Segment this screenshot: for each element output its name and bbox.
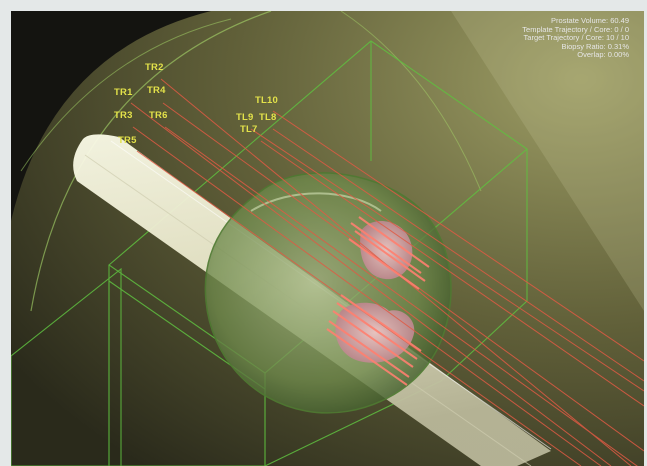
trajectory-tl8 <box>272 128 644 382</box>
cone-arc-right <box>340 11 482 192</box>
cone-arc-outer <box>30 11 272 312</box>
label-tr4: TR4 <box>147 85 166 96</box>
label-tr5: TR5 <box>118 135 137 146</box>
cone-bright-wedge <box>451 11 644 311</box>
prostate-volume <box>204 172 452 414</box>
target-trajectory-text: Target Trajectory / Core: 10 / 10 <box>523 33 629 43</box>
trajectory-tl10 <box>272 110 644 362</box>
label-tr2: TR2 <box>145 62 164 73</box>
prostate-volume-text: Prostate Volume: 60.49 <box>551 16 629 25</box>
biopsy-cores-lower <box>326 294 422 386</box>
prostate-highlight <box>250 192 382 212</box>
label-tl9: TL9 <box>236 112 254 123</box>
label-tr3: TR3 <box>114 110 133 121</box>
label-tl7: TL7 <box>240 124 258 135</box>
lesion-upper <box>360 221 413 280</box>
label-tr6: TR6 <box>149 110 168 121</box>
prostate-3d-scene[interactable] <box>11 11 644 466</box>
template-trajectory-text: Template Trajectory / Core: 0 / 0 <box>522 24 629 34</box>
trajectory-tr1 <box>130 102 612 466</box>
info-panel: Prostate Volume: 60.49 Template Trajecto… <box>522 16 629 60</box>
trajectory-tr6 <box>164 126 638 466</box>
trajectory-tl7 <box>260 140 644 407</box>
overlap-text: Overlap: 0.00% <box>577 50 629 60</box>
viewport-3d[interactable]: TR2 TR1 TR4 TR3 TR6 TR5 TL10 TL9 TL8 TL7… <box>11 11 644 466</box>
biopsy-cores-upper <box>348 216 430 290</box>
label-tl10: TL10 <box>255 95 278 106</box>
label-tl8: TL8 <box>259 112 277 123</box>
trajectory-tl9 <box>250 128 644 392</box>
trajectory-tr3 <box>132 126 602 466</box>
biopsy-ratio-text: Biopsy Ratio: 0.31% <box>561 41 629 51</box>
label-tr1: TR1 <box>114 87 133 98</box>
cone-arc-inner <box>20 18 232 172</box>
